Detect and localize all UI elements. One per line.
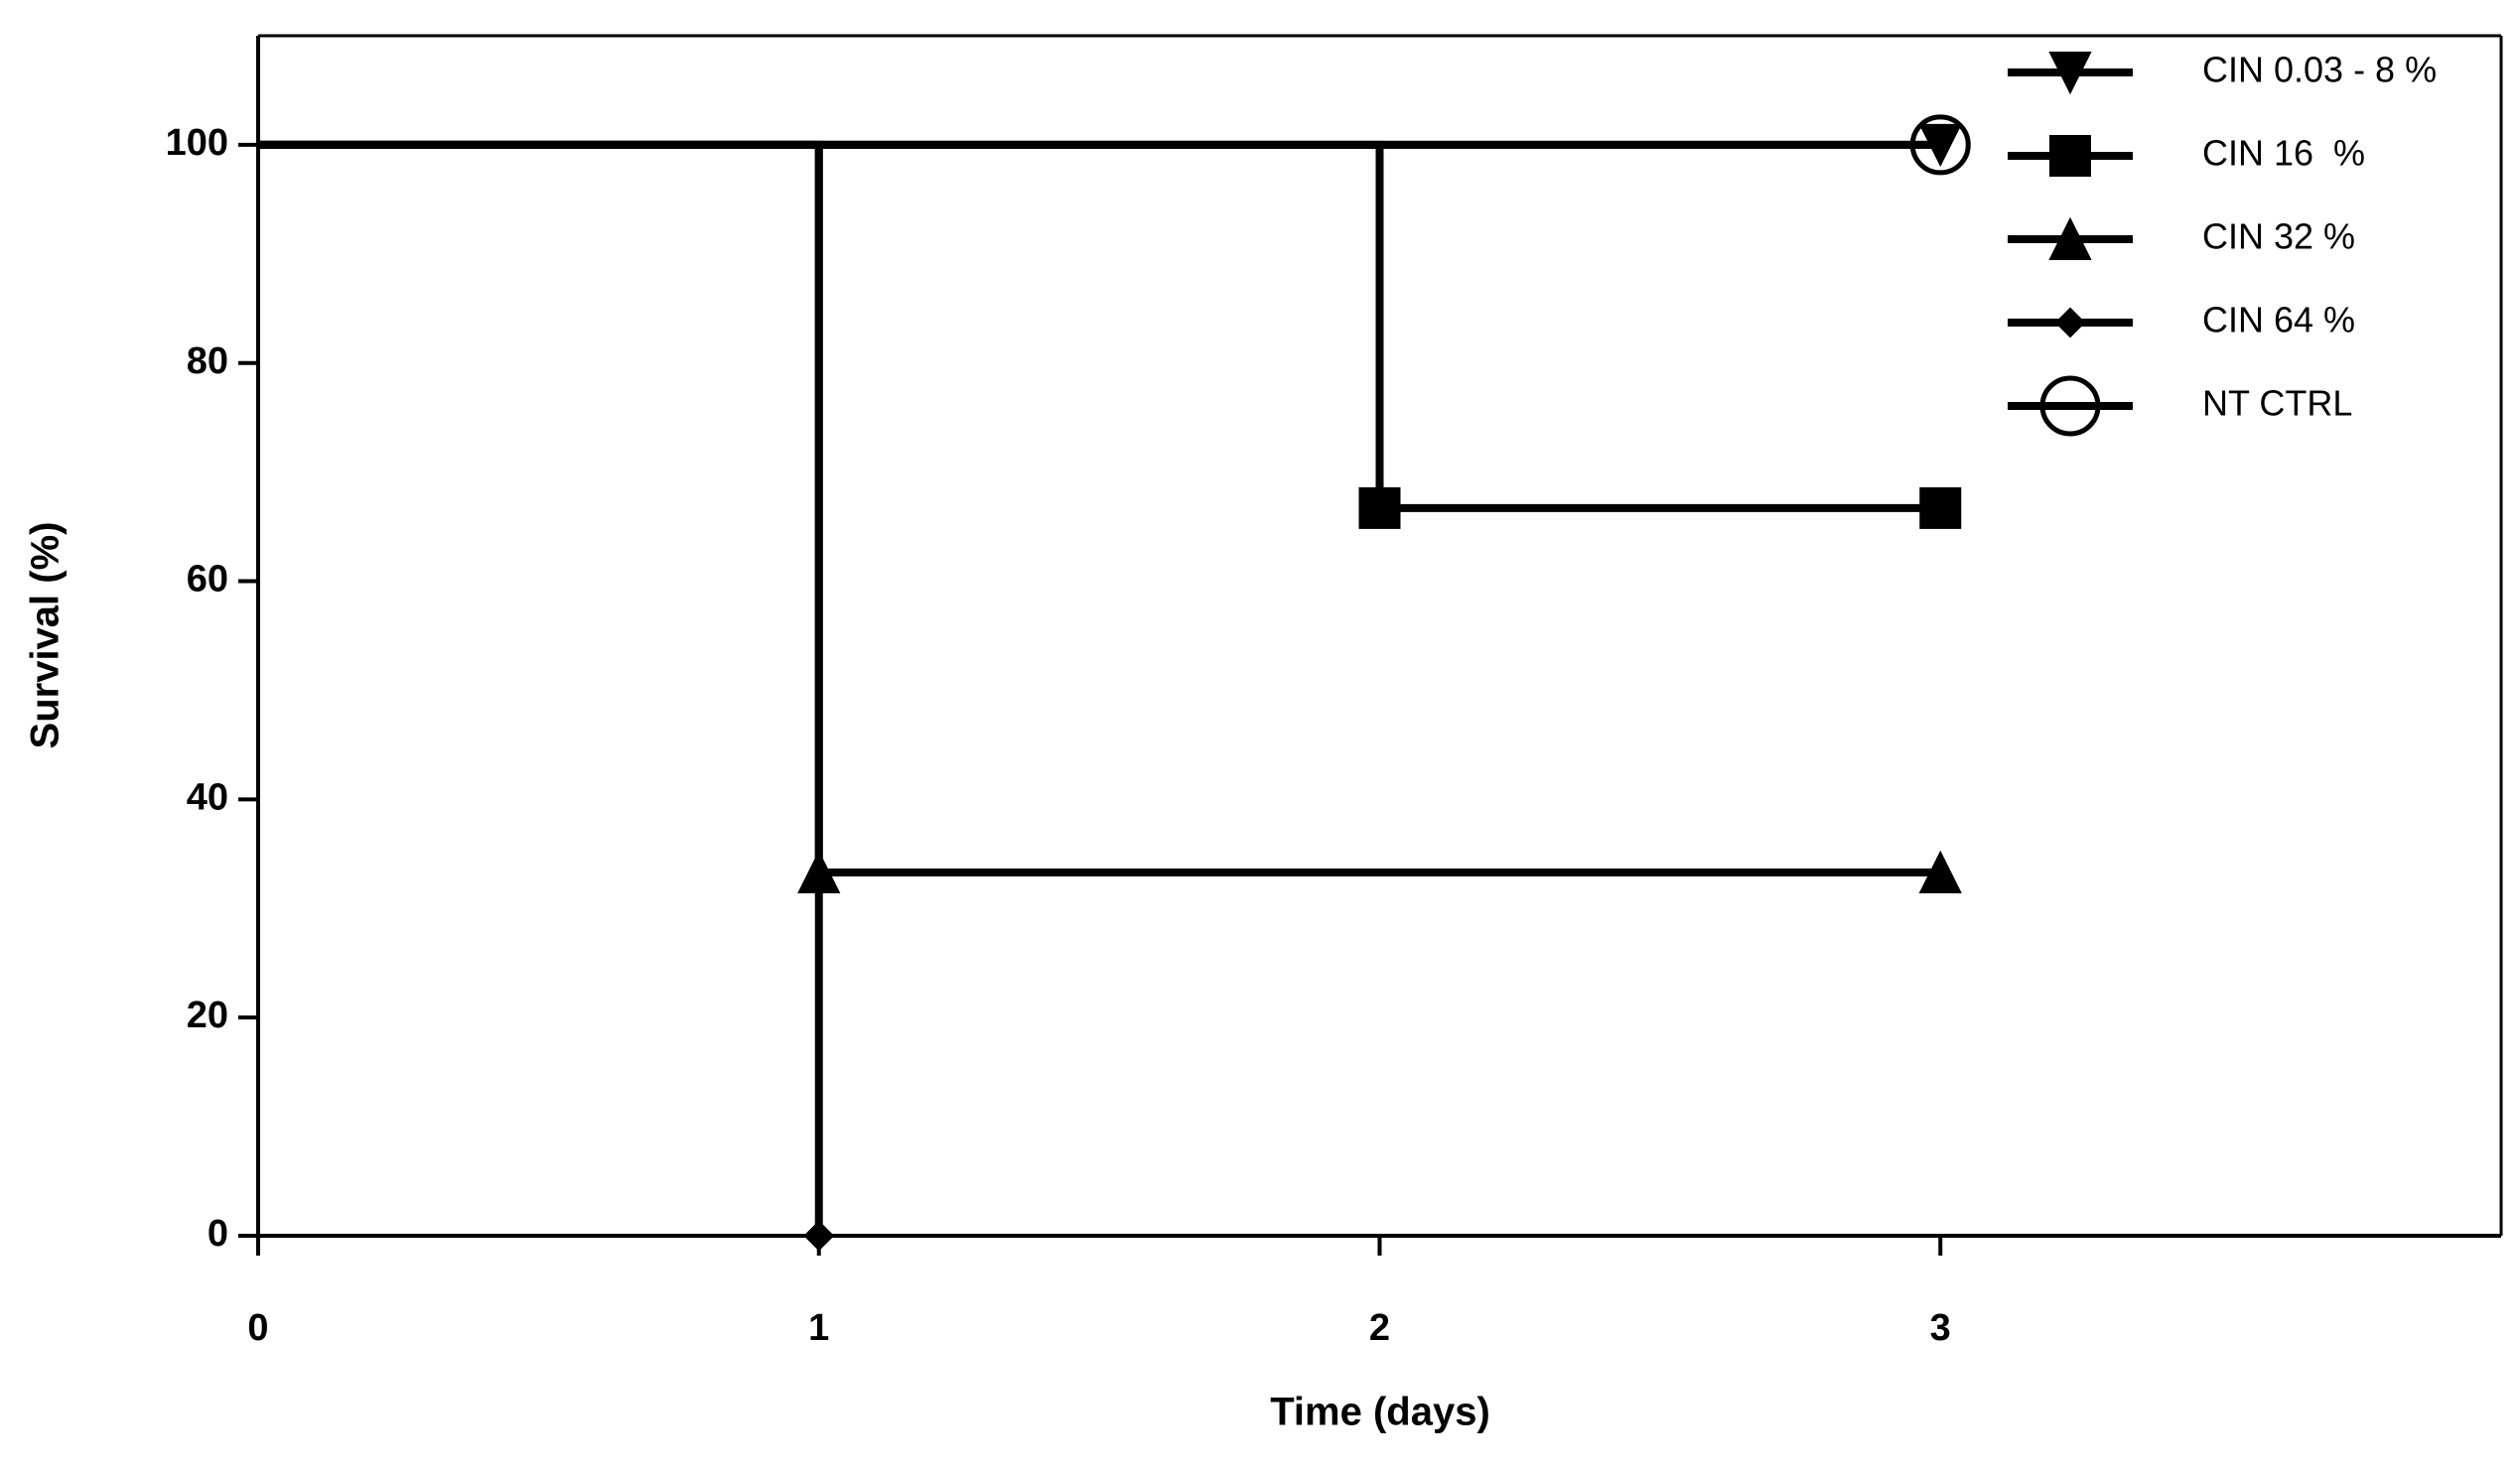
x-tick-label: 3 <box>1930 1307 1951 1349</box>
legend-label: NT CTRL <box>2202 383 2352 424</box>
y-tick-label: 100 <box>166 122 228 164</box>
y-tick-label: 0 <box>208 1213 228 1255</box>
legend-marker <box>2049 135 2091 177</box>
legend-marker <box>2054 307 2086 338</box>
legend-label: CIN 32 % <box>2202 216 2355 257</box>
legend-label: CIN 64 % <box>2202 300 2355 340</box>
survival-marker <box>1918 850 1962 894</box>
legend-label: CIN 0.03 - 8 % <box>2202 50 2437 90</box>
y-tick-label: 20 <box>187 995 228 1036</box>
survival-marker <box>797 850 841 894</box>
legend-marker <box>2048 216 2092 260</box>
y-tick-label: 80 <box>187 340 228 382</box>
y-axis-title: Survival (%) <box>24 522 68 749</box>
survival-marker <box>1358 486 1401 529</box>
x-tick-label: 1 <box>808 1307 829 1349</box>
survival-marker <box>803 1220 835 1252</box>
legend-marker <box>2048 52 2092 95</box>
survival-line <box>258 140 1941 512</box>
y-tick-label: 40 <box>187 776 228 818</box>
legend-marker <box>2039 375 2101 437</box>
x-tick-label: 2 <box>1369 1307 1390 1349</box>
survival-marker <box>1918 123 1962 168</box>
legend-label: CIN 16 % <box>2202 133 2365 174</box>
survival-marker <box>1919 486 1962 529</box>
x-tick-label: 0 <box>247 1307 268 1349</box>
y-tick-label: 60 <box>187 559 228 601</box>
survival-line <box>258 140 823 1236</box>
x-axis-title: Time (days) <box>1270 1391 1490 1434</box>
